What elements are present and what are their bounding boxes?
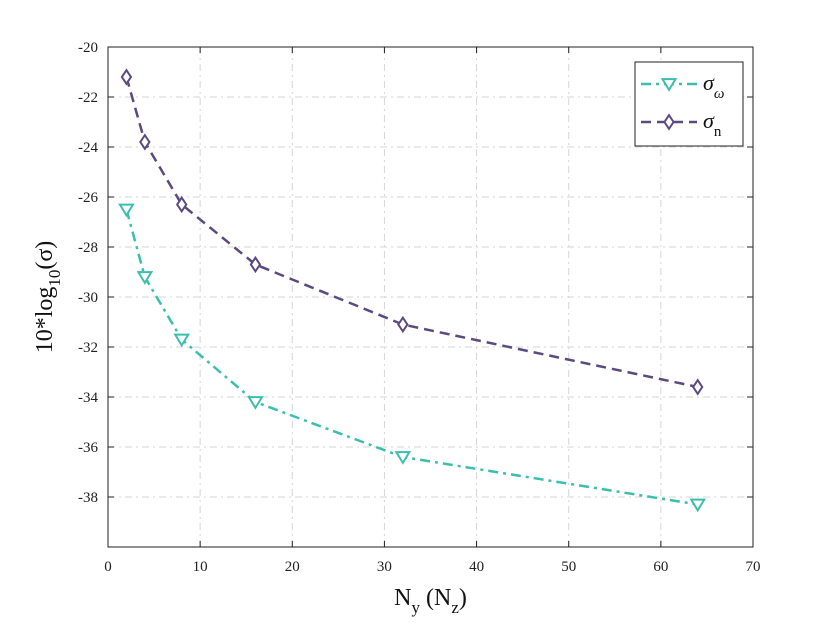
series-line	[125, 209, 698, 506]
y-tick-label: -38	[78, 490, 98, 506]
x-tick-label: 30	[377, 559, 392, 575]
data-point	[247, 396, 264, 410]
y-axis-label: 10*log10(σ)	[32, 241, 64, 354]
x-tick-label: 70	[746, 559, 761, 575]
data-point	[397, 315, 409, 334]
y-tick-label: -20	[78, 40, 98, 56]
series-1	[120, 68, 704, 396]
y-tick-label: -36	[78, 440, 98, 456]
x-tick-label: 20	[285, 559, 300, 575]
data-point	[249, 255, 262, 274]
x-axis-label: Ny (Nz)	[394, 585, 467, 617]
data-point	[691, 378, 704, 396]
data-point	[173, 333, 190, 348]
data-point	[136, 271, 154, 285]
series-line	[125, 76, 698, 389]
legend-label: σn	[703, 108, 722, 140]
legend-label: σω	[703, 70, 724, 102]
legend-entry: σn	[641, 108, 722, 140]
data-point	[118, 203, 135, 218]
data-point	[394, 451, 412, 465]
legend-marker	[660, 78, 678, 92]
x-tick-label: 0	[104, 559, 112, 575]
y-tick-label: -24	[78, 140, 98, 156]
y-tick-label: -30	[78, 290, 98, 306]
ticks: 0 10 20 30 40 50 60 70 -20 -22 -24 -26 -28 -30 -32 -34 -…	[78, 40, 761, 575]
data-point	[120, 68, 133, 86]
data-point	[175, 195, 188, 214]
data-point	[689, 498, 706, 513]
legend: σω σn	[634, 61, 744, 147]
legend-marker	[663, 113, 675, 131]
grid	[108, 47, 753, 547]
y-tick-label: -32	[78, 340, 98, 356]
y-tick-label: -26	[78, 190, 98, 206]
y-tick-label: -28	[78, 240, 98, 256]
series-0	[118, 203, 706, 513]
x-tick-label: 40	[469, 559, 484, 575]
series	[118, 68, 706, 513]
y-tick-label: -34	[78, 390, 98, 406]
legend-entry: σω	[641, 70, 724, 102]
y-tick-label: -22	[78, 90, 98, 106]
x-tick-label: 60	[653, 559, 668, 575]
legend-box	[634, 61, 744, 147]
data-point	[139, 133, 151, 151]
x-tick-label: 50	[561, 559, 576, 575]
x-tick-label: 10	[193, 559, 208, 575]
